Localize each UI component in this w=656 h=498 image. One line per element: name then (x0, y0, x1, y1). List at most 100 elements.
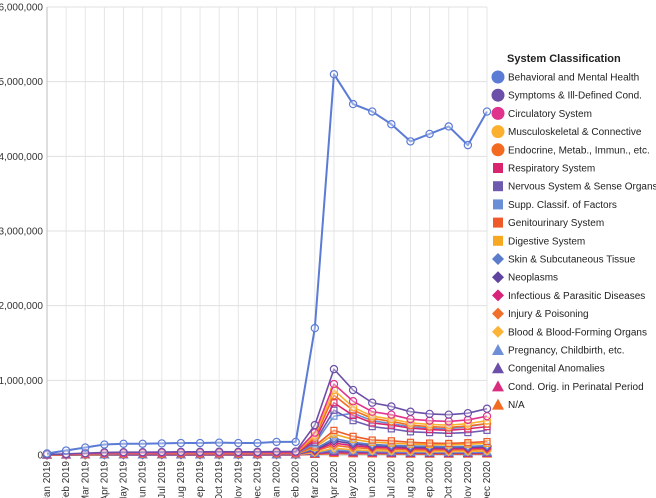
legend-marker (492, 398, 504, 410)
data-point (483, 423, 491, 431)
y-axis: 0 1,000,000 2,000,000 3,000,000 4,000,000 5,0… (0, 3, 48, 462)
data-point (176, 438, 186, 448)
data-point (349, 432, 357, 440)
legend-entry-label: Pregnancy, Childbirth, etc. (508, 346, 625, 357)
x-tick-label: Jun 2019 (138, 461, 149, 498)
x-tick-label: Jul 2019 (157, 461, 168, 498)
data-point (426, 439, 434, 447)
legend-marker (493, 199, 503, 210)
legend-marker (491, 70, 505, 84)
data-point (368, 407, 377, 416)
y-tick-label: 1,000,000 (0, 376, 43, 387)
data-point (157, 447, 166, 457)
data-point (214, 447, 224, 456)
data-point (157, 439, 166, 448)
data-point (100, 448, 109, 457)
legend-marker (492, 362, 504, 374)
data-point (483, 437, 491, 446)
x-tick-label: Feb 2020 (291, 461, 302, 498)
data-point (329, 364, 339, 374)
legend-marker (491, 106, 505, 120)
data-point (387, 402, 396, 411)
series-0 (42, 69, 492, 458)
x-tick-label: Jan 2020 (272, 461, 283, 498)
x-tick-label: Oct 2019 (214, 461, 225, 498)
data-point (348, 99, 358, 109)
legend-entry-label: Skin & Subcutaneous Tissue (508, 255, 636, 266)
data-point (81, 443, 90, 452)
x-tick-label: Jan 2019 (42, 461, 53, 498)
x-tick-label: Mar 2020 (310, 461, 321, 498)
legend-marker (492, 307, 504, 320)
x-tick-label: Dec 2019 (252, 461, 263, 498)
x-axis: Jan 2019 Feb 2019 Mar 2019 Apr 2019 May 2019… (42, 454, 493, 498)
gridlines (46, 6, 488, 456)
x-tick-label: Jun 2020 (367, 461, 378, 498)
y-tick-label: 3,000,000 (0, 227, 43, 238)
data-point (406, 407, 415, 416)
data-point (482, 404, 492, 413)
data-point (42, 449, 52, 458)
data-point (444, 417, 453, 426)
legend-marker (493, 181, 503, 192)
x-tick-label: Nov 2020 (463, 461, 474, 498)
x-tick-label: May 2019 (119, 461, 130, 498)
data-point (463, 408, 473, 418)
legend-entry-label: Circulatory System (508, 109, 592, 120)
data-point (234, 438, 243, 448)
legend-entry-label: Respiratory System (508, 164, 595, 175)
x-tick-label: Nov 2019 (233, 461, 244, 498)
legend-entry-label: N/A (508, 400, 525, 411)
data-point (214, 438, 224, 447)
y-tick-label: 6,000,000 (0, 3, 43, 14)
x-tick-label: Oct 2020 (444, 461, 455, 498)
data-point (100, 440, 109, 449)
x-tick-label: Jul 2020 (386, 461, 397, 498)
data-point (291, 437, 300, 447)
x-tick-label: Mar 2019 (80, 461, 91, 498)
legend-marker (493, 163, 503, 173)
x-tick-label: Dec 2020 (482, 461, 493, 498)
data-point (310, 420, 320, 430)
legend-marker (491, 88, 505, 102)
data-point (119, 447, 128, 457)
legend-entry-label: Behavioral and Mental Health (508, 73, 639, 84)
data-point (61, 446, 71, 455)
legend-marker (492, 344, 504, 355)
y-tick-label: 5,000,000 (0, 77, 43, 88)
y-tick-label: 4,000,000 (0, 152, 43, 163)
data-point (329, 69, 339, 79)
legend: System Classification Behavioral and Men… (491, 53, 656, 411)
legend-entry-label: Supp. Classif. of Factors (508, 200, 617, 211)
data-point (234, 447, 243, 457)
x-tick-label: Apr 2020 (329, 461, 340, 498)
legend-entry-label: Endocrine, Metab., Immun., etc. (508, 145, 650, 156)
data-point (138, 447, 147, 457)
data-point (482, 411, 492, 421)
y-tick-label: 2,000,000 (0, 301, 43, 312)
data-point (349, 417, 357, 425)
data-point (81, 448, 90, 458)
legend-marker (492, 325, 504, 338)
legend-entry-label: Neoplasms (508, 273, 558, 284)
legend-entry-label: Cond. Orig. in Perinatal Period (508, 382, 644, 393)
legend-entry-label: Blood & Blood-Forming Organs (508, 327, 647, 338)
series-1 (42, 364, 492, 459)
data-point (138, 439, 147, 448)
legend-entry-label: Congenital Anomalies (508, 364, 605, 375)
x-tick-label: Sep 2019 (195, 461, 206, 498)
data-point (368, 398, 377, 407)
data-point (272, 437, 281, 447)
data-point (368, 107, 377, 116)
data-point (444, 410, 453, 419)
data-point (463, 140, 473, 150)
data-point (348, 385, 358, 395)
data-point (310, 428, 320, 437)
data-point (195, 438, 205, 448)
x-tick-label: Apr 2019 (99, 461, 110, 498)
x-tick-label: Aug 2020 (405, 461, 416, 498)
legend-entry-label: Musculoskeletal & Connective (508, 127, 642, 138)
data-point (195, 447, 205, 457)
data-point (425, 129, 434, 139)
